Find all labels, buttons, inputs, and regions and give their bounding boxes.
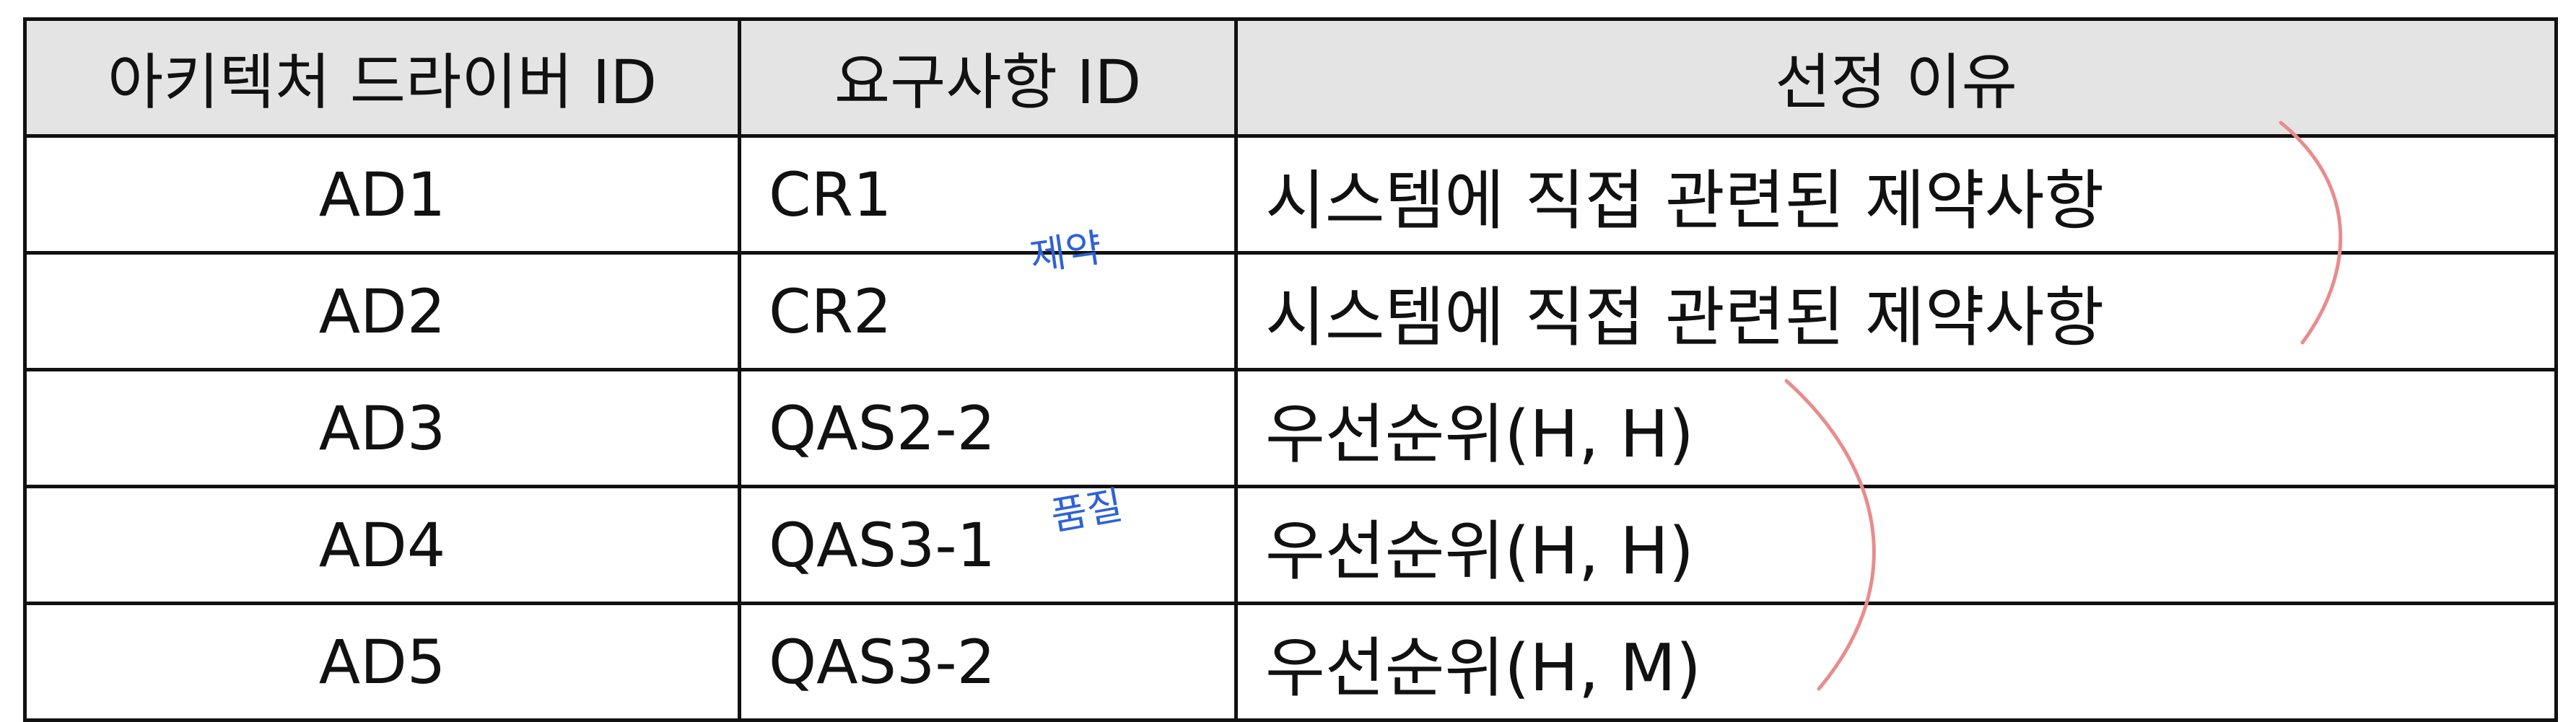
reason-cell: 우선순위(H, H)	[1234, 368, 2558, 488]
driver-id-cell: AD3	[23, 368, 741, 488]
reason-cell: 우선순위(H, H)	[1234, 485, 2558, 605]
reason-cell: 시스템에 직접 관련된 제약사항	[1234, 251, 2558, 371]
table-row: AD1 CR1 시스템에 직접 관련된 제약사항	[23, 134, 2558, 255]
driver-id-cell: AD2	[23, 251, 741, 371]
header-driver-id: 아키텍처 드라이버 ID	[23, 17, 741, 138]
driver-id-cell: AD1	[23, 134, 741, 255]
table-row: AD2 CR2 시스템에 직접 관련된 제약사항	[23, 251, 2558, 371]
requirement-id-cell: CR1	[738, 134, 1238, 255]
header-reason: 선정 이유	[1234, 17, 2558, 138]
driver-id-cell: AD4	[23, 485, 741, 605]
header-requirement-id: 요구사항 ID	[738, 17, 1238, 138]
requirement-id-cell: CR2	[738, 251, 1238, 371]
header-row: 아키텍처 드라이버 ID 요구사항 ID 선정 이유	[23, 17, 2558, 138]
reason-cell: 우선순위(H, M)	[1234, 602, 2558, 722]
reason-cell: 시스템에 직접 관련된 제약사항	[1234, 134, 2558, 255]
architecture-driver-table: 아키텍처 드라이버 ID 요구사항 ID 선정 이유 AD1 CR1 시스템에 …	[23, 17, 2558, 722]
requirement-id-cell: QAS3-2	[738, 602, 1238, 722]
driver-id-cell: AD5	[23, 602, 741, 722]
table-row: AD5 QAS3-2 우선순위(H, M)	[23, 602, 2558, 722]
requirement-id-cell: QAS3-1	[738, 485, 1238, 605]
requirement-id-cell: QAS2-2	[738, 368, 1238, 488]
table-row: AD4 QAS3-1 우선순위(H, H)	[23, 485, 2558, 605]
table-row: AD3 QAS2-2 우선순위(H, H)	[23, 368, 2558, 488]
